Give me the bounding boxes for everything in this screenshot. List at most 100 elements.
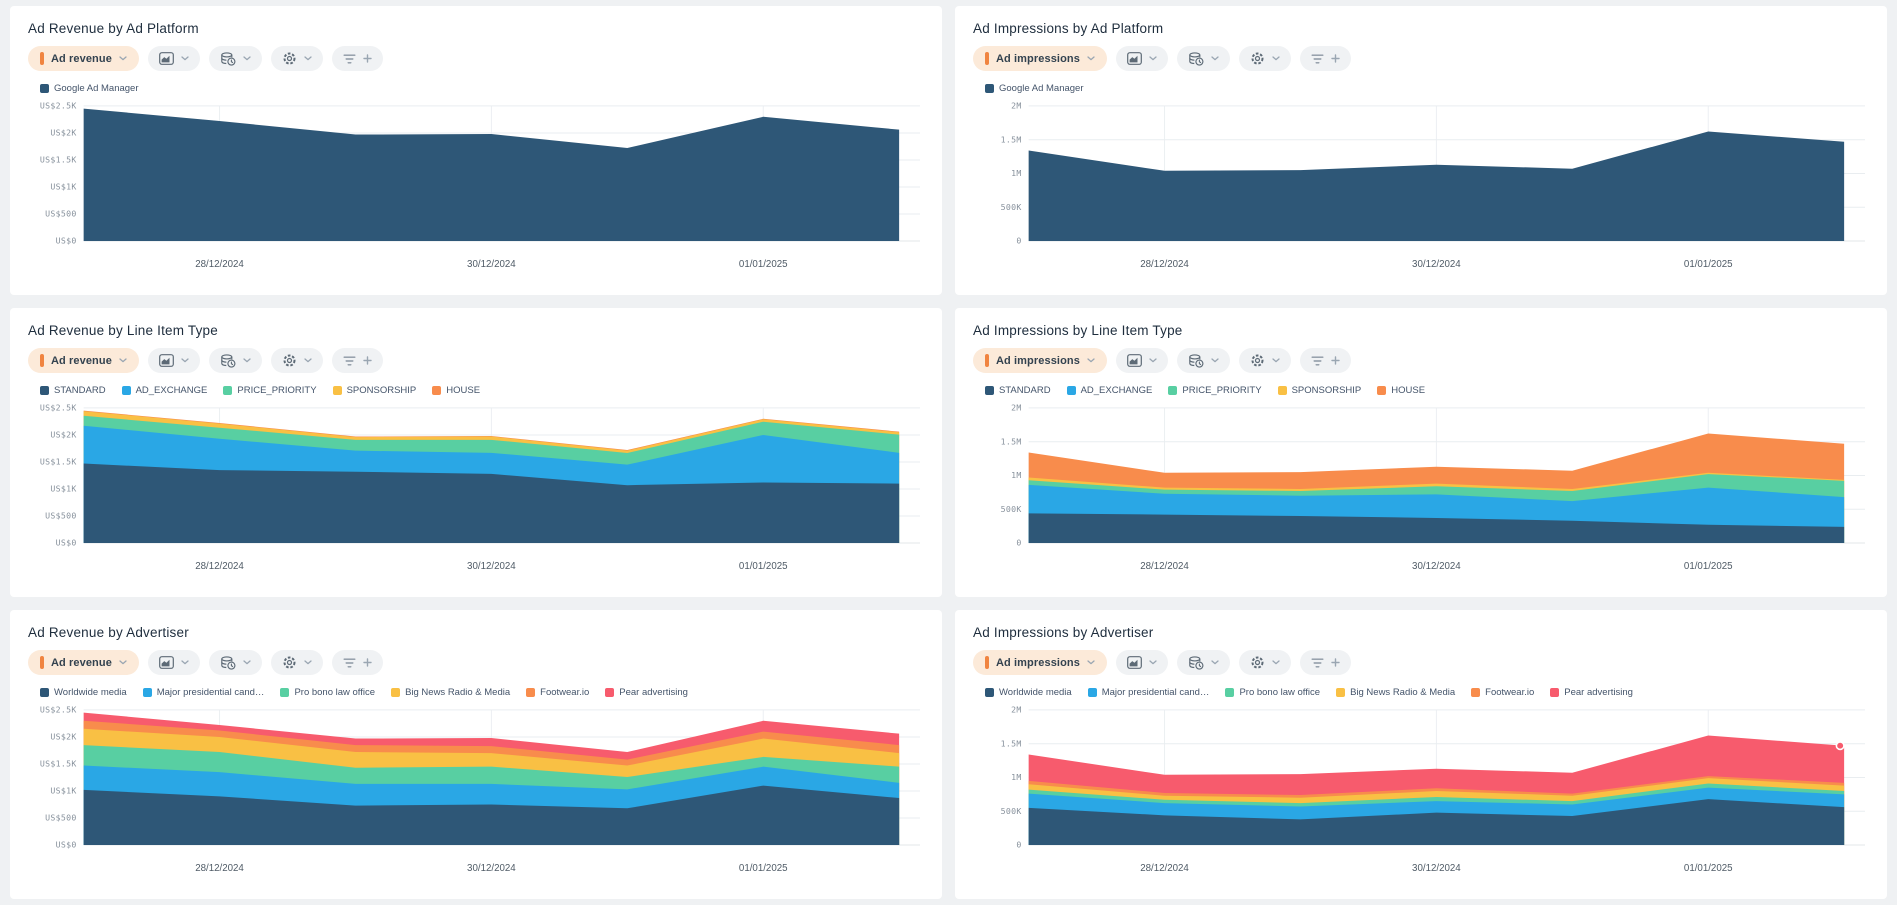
data-source-select[interactable] (208, 650, 262, 675)
data-source-select[interactable] (1176, 650, 1230, 675)
legend-item[interactable]: Worldwide media (40, 687, 127, 698)
settings-select[interactable] (1238, 650, 1291, 675)
chart-type-select[interactable] (147, 650, 200, 675)
legend-item[interactable]: STANDARD (40, 385, 106, 396)
chart-type-select[interactable] (1115, 348, 1168, 373)
chart-type-select[interactable] (1115, 46, 1168, 71)
metric-select[interactable]: Ad impressions (973, 650, 1107, 675)
filter-icon (1311, 356, 1324, 366)
legend-item[interactable]: Google Ad Manager (40, 83, 139, 94)
settings-select[interactable] (270, 46, 323, 71)
area-chart-svg: US$0 US$500 US$1K US$1.5K US$2K US$2.5K 28/12/… (40, 403, 920, 572)
legend-label: PRICE_PRIORITY (237, 385, 317, 396)
data-source-select[interactable] (1176, 348, 1230, 373)
legend-item[interactable]: Google Ad Manager (985, 83, 1084, 94)
legend-item[interactable]: Big News Radio & Media (1336, 687, 1455, 698)
legend-item[interactable]: Pear advertising (1550, 687, 1633, 698)
chart-toolbar: Ad revenue (28, 46, 922, 71)
legend-item[interactable]: PRICE_PRIORITY (1168, 385, 1262, 396)
legend-label: HOUSE (1391, 385, 1426, 396)
legend-item[interactable]: SPONSORSHIP (1277, 385, 1361, 396)
legend-label: Worldwide media (999, 687, 1072, 698)
chevron-down-icon (1211, 358, 1219, 363)
metric-bar-icon (40, 52, 44, 65)
data-source-select[interactable] (208, 348, 262, 373)
data-source-select[interactable] (1176, 46, 1230, 71)
legend-swatch (1550, 688, 1560, 697)
add-filter-button[interactable] (1299, 650, 1351, 675)
settings-select[interactable] (270, 650, 323, 675)
add-filter-button[interactable] (331, 46, 383, 71)
chart-toolbar: Ad revenue (28, 348, 922, 373)
metric-bar-icon (985, 656, 989, 669)
legend-label: STANDARD (54, 385, 106, 396)
legend-item[interactable]: Footwear.io (526, 687, 589, 698)
legend-swatch (391, 688, 401, 697)
legend-item[interactable]: Major presidential cand… (1087, 687, 1209, 698)
chevron-down-icon (181, 56, 189, 61)
legend-label: Pear advertising (1564, 687, 1633, 698)
svg-text:01/01/2025: 01/01/2025 (1684, 259, 1733, 270)
legend-item[interactable]: Pro bono law office (1225, 687, 1320, 698)
legend-item[interactable]: HOUSE (1377, 385, 1425, 396)
area-chart-icon (1127, 656, 1142, 669)
legend-item[interactable]: Footwear.io (1471, 687, 1534, 698)
legend-label: HOUSE (446, 385, 481, 396)
svg-text:US$1.5K: US$1.5K (40, 759, 77, 769)
add-filter-button[interactable] (1299, 46, 1351, 71)
svg-text:1M: 1M (1011, 772, 1022, 782)
add-filter-button[interactable] (331, 348, 383, 373)
metric-bar-icon (40, 354, 44, 367)
legend-item[interactable]: Big News Radio & Media (391, 687, 510, 698)
legend-swatch (121, 386, 131, 395)
chart-type-select[interactable] (147, 348, 200, 373)
metric-bar-icon (985, 52, 989, 65)
chevron-down-icon (119, 660, 127, 665)
filter-icon (343, 356, 356, 366)
add-filter-button[interactable] (331, 650, 383, 675)
chevron-down-icon (181, 358, 189, 363)
legend-item[interactable]: Major presidential cand… (142, 687, 264, 698)
filter-icon (343, 54, 356, 64)
chart-type-select[interactable] (147, 46, 200, 71)
data-source-select[interactable] (208, 46, 262, 71)
legend-label: Google Ad Manager (999, 83, 1084, 94)
chart-title: Ad Revenue by Ad Platform (28, 21, 199, 36)
metric-select[interactable]: Ad revenue (28, 650, 139, 675)
chart-type-select[interactable] (1115, 650, 1168, 675)
chevron-down-icon (1272, 56, 1280, 61)
legend-item[interactable]: AD_EXCHANGE (1066, 385, 1152, 396)
legend-item[interactable]: STANDARD (985, 385, 1051, 396)
settings-select[interactable] (1238, 46, 1291, 71)
legend-item[interactable]: Pro bono law office (280, 687, 375, 698)
svg-text:01/01/2025: 01/01/2025 (1684, 561, 1733, 572)
chart-legend: STANDARD AD_EXCHANGE PRICE_PRIORITY SPONSOR… (985, 385, 1867, 396)
metric-label: Ad impressions (996, 656, 1080, 669)
filter-icon (1311, 658, 1324, 668)
metric-select[interactable]: Ad impressions (973, 46, 1107, 71)
plus-icon (363, 658, 372, 667)
legend-swatch (1336, 688, 1346, 697)
settings-select[interactable] (1238, 348, 1291, 373)
metric-select[interactable]: Ad impressions (973, 348, 1107, 373)
legend-item[interactable]: PRICE_PRIORITY (223, 385, 317, 396)
legend-item[interactable]: HOUSE (432, 385, 480, 396)
legend-swatch (1087, 688, 1097, 697)
metric-select[interactable]: Ad revenue (28, 348, 139, 373)
add-filter-button[interactable] (1299, 348, 1351, 373)
chart-card: Ad Impressions by Ad Platform Ad impress… (955, 6, 1887, 295)
metric-select[interactable]: Ad revenue (28, 46, 139, 71)
chart-toolbar: Ad impressions (973, 650, 1867, 675)
chevron-down-icon (1272, 660, 1280, 665)
svg-text:30/12/2024: 30/12/2024 (467, 561, 516, 572)
gear-icon (1251, 656, 1264, 669)
legend-item[interactable]: Worldwide media (985, 687, 1072, 698)
legend-item[interactable]: SPONSORSHIP (332, 385, 416, 396)
settings-select[interactable] (270, 348, 323, 373)
legend-label: PRICE_PRIORITY (1182, 385, 1262, 396)
area-chart-icon (159, 656, 174, 669)
area-chart-icon (1127, 354, 1142, 367)
legend-swatch (985, 688, 994, 697)
legend-item[interactable]: AD_EXCHANGE (121, 385, 207, 396)
legend-item[interactable]: Pear advertising (605, 687, 688, 698)
